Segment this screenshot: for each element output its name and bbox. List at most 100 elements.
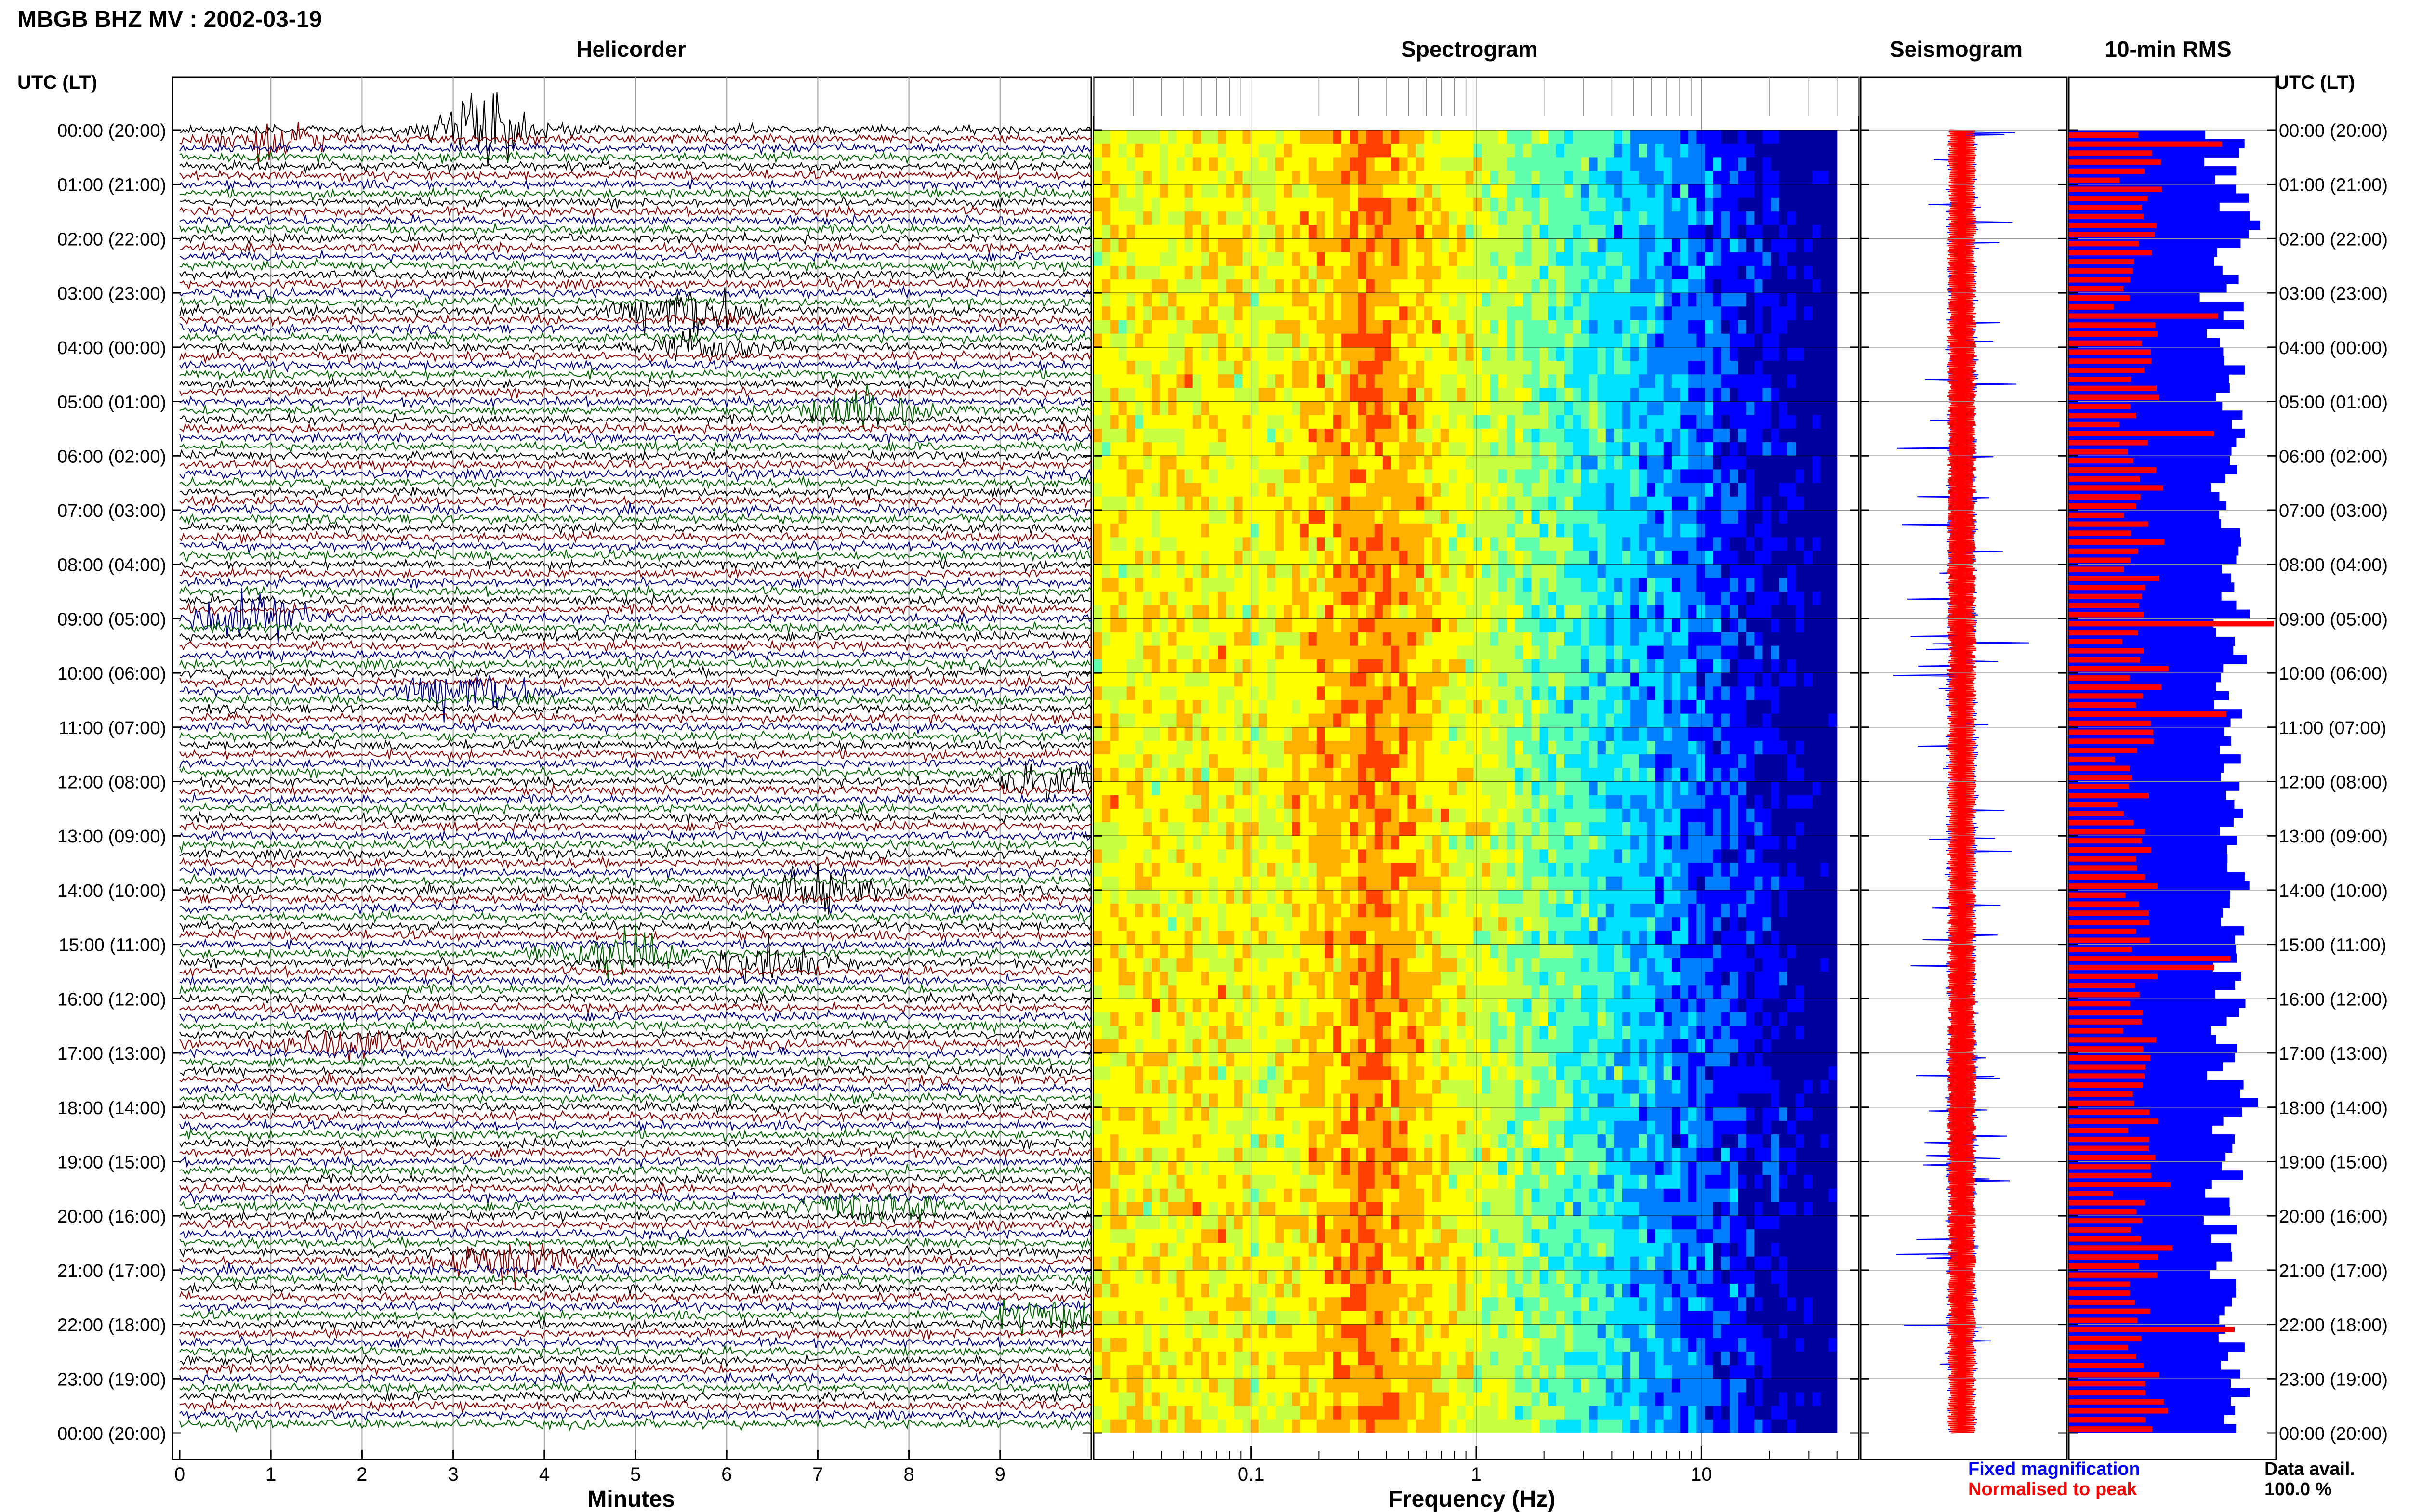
spectrogram-cell [1358,157,1367,171]
spectrogram-cell [1564,713,1573,728]
spectrogram-cell [1432,686,1441,701]
spectrogram-cell [1564,483,1573,497]
spectrogram-cell [1721,265,1730,280]
spectrogram-cell [1250,483,1259,497]
spectrogram-cell [1754,822,1763,836]
spectrogram-cell [1234,265,1243,280]
spectrogram-cell [1548,849,1557,864]
spectrogram-cell [1746,537,1755,552]
spectrogram-cell [1523,483,1532,497]
spectrogram-cell [1366,171,1375,185]
spectrogram-cell [1597,741,1606,755]
spectrogram-cell [1564,524,1573,538]
spectrogram-cell [1126,524,1136,538]
spectrogram-cell [1152,211,1160,225]
spectrogram-cell [1110,211,1119,225]
spectrogram-cell [1399,537,1408,552]
spectrogram-cell [1341,578,1350,592]
spectrogram-cell [1316,483,1325,497]
spectrogram-cell [1688,265,1697,280]
spectrogram-cell [1300,836,1309,850]
spectrogram-cell [1779,605,1788,619]
helicorder-trace [179,149,1092,165]
spectrogram-cell [1308,496,1317,511]
spectrogram-cell [1523,306,1532,321]
spectrogram-cell [1779,632,1788,646]
spectrogram-cell [1655,673,1664,687]
spectrogram-cell [1118,265,1127,280]
spectrogram-cell [1424,713,1433,728]
spectrogram-cell [1680,822,1689,836]
spectrogram-cell [1473,686,1482,701]
spectrogram-cell [1605,795,1615,809]
spectrogram-cell [1614,279,1623,293]
spectrogram-cell [1118,483,1127,497]
spectrogram-cell [1729,374,1738,388]
spectrogram-cell [1523,211,1532,225]
spectrogram-cell [1432,333,1441,348]
spectrogram-cell [1152,686,1160,701]
spectrogram-cell [1449,673,1457,687]
spectrogram-cell [1102,551,1111,565]
spectrogram-cell [1292,659,1301,673]
spectrogram-cell [1275,645,1284,660]
spectrogram-cell [1663,822,1672,836]
spectrogram-cell [1539,510,1549,524]
spectrogram-cell [1779,510,1788,524]
spectrogram-cell [1242,483,1251,497]
spectrogram-cell [1275,496,1284,511]
spectrogram-cell [1671,184,1681,198]
spectrogram-cell [1143,768,1152,782]
spectrogram-cell [1440,836,1449,850]
spectrogram-cell [1218,265,1226,280]
spectrogram-cell [1168,197,1177,212]
spectrogram-cell [1820,578,1829,592]
spectrogram-cell [1366,361,1375,375]
spectrogram-cell [1234,686,1243,701]
spectrogram-cell [1341,428,1350,443]
spectrogram-cell [1828,673,1838,687]
spectrogram-cell [1308,374,1317,388]
spectrogram-cell [1160,768,1168,782]
spectrogram-cell [1688,836,1697,850]
spectrogram-cell [1779,659,1788,673]
spectrogram-cell [1705,442,1714,456]
spectrogram-cell [1102,279,1111,293]
spectrogram-cell [1432,564,1441,579]
spectrogram-cell [1358,605,1367,619]
spectrogram-cell [1523,673,1532,687]
spectrogram-cell [1308,225,1317,239]
spectrogram-cell [1457,483,1466,497]
spectrogram-cell [1250,727,1259,741]
spectrogram-cell [1465,605,1474,619]
spectrogram-cell [1118,686,1127,701]
spectrogram-cell [1573,618,1581,633]
spectrogram-cell [1126,157,1136,171]
spectrogram-cell [1325,252,1334,266]
spectrogram-cell [1507,238,1515,253]
spectrogram-cell [1110,808,1119,823]
spectrogram-cell [1424,225,1433,239]
spectrogram-cell [1424,686,1433,701]
spectrogram-cell [1110,279,1119,293]
spectrogram-cell [1449,713,1457,728]
spectrogram-cell [1804,727,1813,741]
spectrogram-cell [1581,279,1589,293]
spectrogram-cell [1630,347,1639,361]
spectrogram-cell [1696,605,1705,619]
spectrogram-cell [1581,632,1589,646]
spectrogram-cell [1242,333,1251,348]
spectrogram-cell [1639,592,1647,605]
spectrogram-cell [1729,781,1738,796]
spectrogram-cell [1539,225,1549,239]
spectrogram-cell [1374,605,1383,619]
spectrogram-cell [1135,265,1144,280]
spectrogram-cell [1250,836,1259,850]
spectrogram-cell [1804,781,1813,796]
spectrogram-cell [1416,238,1425,253]
spectrogram-cell [1391,333,1400,348]
spectrogram-cell [1605,130,1615,144]
spectrogram-cell [1729,130,1738,144]
spectrogram-cell [1218,144,1226,158]
spectrogram-cell [1738,808,1747,823]
